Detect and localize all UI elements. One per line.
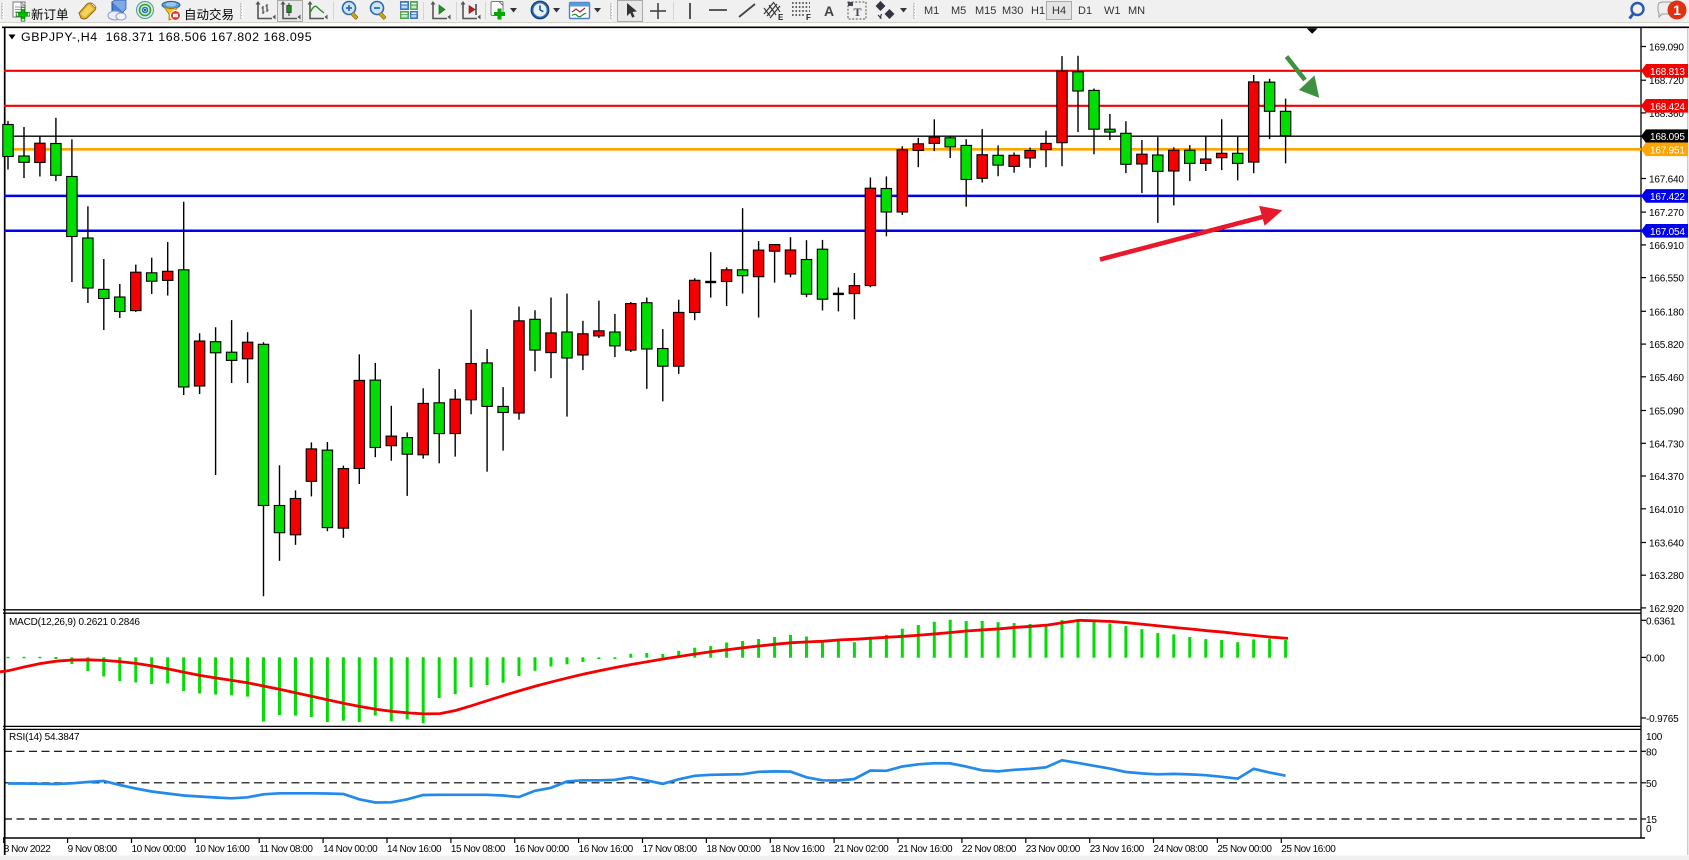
svg-text:17 Nov 08:00: 17 Nov 08:00: [643, 844, 698, 855]
svg-text:16 Nov 00:00: 16 Nov 00:00: [515, 844, 570, 855]
svg-text:10 Nov 16:00: 10 Nov 16:00: [195, 844, 250, 855]
svg-text:25 Nov 16:00: 25 Nov 16:00: [1281, 844, 1336, 855]
svg-text:167.640: 167.640: [1649, 175, 1684, 186]
svg-text:0: 0: [1646, 824, 1652, 835]
svg-text:164.730: 164.730: [1649, 439, 1684, 450]
svg-text:F: F: [806, 13, 811, 22]
svg-text:T: T: [854, 5, 862, 19]
svg-text:164.370: 164.370: [1649, 472, 1684, 483]
svg-text:14 Nov 16:00: 14 Nov 16:00: [387, 844, 442, 855]
svg-text:9 Nov 08:00: 9 Nov 08:00: [68, 844, 118, 855]
svg-text:23 Nov 00:00: 23 Nov 00:00: [1026, 844, 1081, 855]
svg-text:167.054: 167.054: [1650, 227, 1685, 238]
svg-text:167.951: 167.951: [1650, 145, 1685, 156]
svg-text:163.280: 163.280: [1649, 571, 1684, 582]
svg-text:167.422: 167.422: [1650, 192, 1685, 203]
svg-text:22 Nov 08:00: 22 Nov 08:00: [962, 844, 1017, 855]
svg-text:168.720: 168.720: [1649, 76, 1684, 87]
svg-text:168.095: 168.095: [1650, 132, 1685, 143]
svg-text:162.920: 162.920: [1649, 604, 1684, 615]
svg-text:16 Nov 16:00: 16 Nov 16:00: [579, 844, 634, 855]
svg-text:168.424: 168.424: [1650, 102, 1685, 113]
svg-text:50: 50: [1646, 779, 1657, 790]
svg-text:24 Nov 08:00: 24 Nov 08:00: [1154, 844, 1209, 855]
svg-text:-0.9765: -0.9765: [1646, 714, 1679, 725]
svg-text:1: 1: [1673, 2, 1681, 18]
svg-text:169.090: 169.090: [1649, 43, 1684, 54]
svg-text:166.180: 166.180: [1649, 307, 1684, 318]
svg-text:23 Nov 16:00: 23 Nov 16:00: [1090, 844, 1145, 855]
svg-text:100: 100: [1646, 732, 1663, 743]
svg-text:14 Nov 00:00: 14 Nov 00:00: [323, 844, 378, 855]
svg-text:21 Nov 16:00: 21 Nov 16:00: [898, 844, 953, 855]
svg-text:168.813: 168.813: [1650, 67, 1685, 78]
svg-text:10 Nov 00:00: 10 Nov 00:00: [132, 844, 187, 855]
svg-text:0.6361: 0.6361: [1646, 616, 1676, 627]
svg-text:165.090: 165.090: [1649, 407, 1684, 418]
svg-text:15: 15: [1646, 815, 1657, 826]
svg-text:163.640: 163.640: [1649, 539, 1684, 550]
svg-text:166.910: 166.910: [1649, 241, 1684, 252]
svg-text:0.00: 0.00: [1646, 653, 1665, 664]
svg-text:80: 80: [1646, 747, 1657, 758]
svg-text:MACD(12,26,9) 0.2621 0.2846: MACD(12,26,9) 0.2621 0.2846: [9, 617, 140, 628]
svg-text:25 Nov 00:00: 25 Nov 00:00: [1217, 844, 1272, 855]
svg-text:165.820: 165.820: [1649, 340, 1684, 351]
svg-text:8 Nov 2022: 8 Nov 2022: [4, 844, 52, 855]
svg-text:164.010: 164.010: [1649, 505, 1684, 516]
svg-text:166.550: 166.550: [1649, 274, 1684, 285]
svg-text:E: E: [778, 13, 784, 22]
svg-text:GBPJPY-,H4 168.371 168.506 16: GBPJPY-,H4 168.371 168.506 167.802 168.0…: [21, 30, 312, 44]
svg-text:165.460: 165.460: [1649, 373, 1684, 384]
svg-text:15 Nov 08:00: 15 Nov 08:00: [451, 844, 506, 855]
svg-text:RSI(14) 54.3847: RSI(14) 54.3847: [9, 732, 80, 743]
svg-text:18 Nov 00:00: 18 Nov 00:00: [706, 844, 761, 855]
svg-text:18 Nov 16:00: 18 Nov 16:00: [770, 844, 825, 855]
svg-text:168.360: 168.360: [1649, 109, 1684, 120]
svg-text:167.270: 167.270: [1649, 208, 1684, 219]
svg-text:11 Nov 08:00: 11 Nov 08:00: [259, 844, 313, 855]
svg-text:21 Nov 02:00: 21 Nov 02:00: [834, 844, 889, 855]
